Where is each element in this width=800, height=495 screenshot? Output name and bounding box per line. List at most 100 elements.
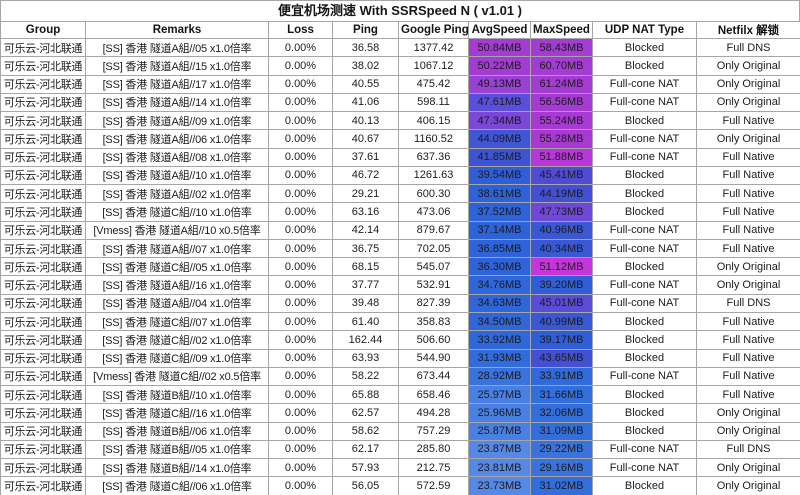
cell-group: 可乐云-河北联通 (0, 421, 86, 441)
cell-udp-nat-type: Full-cone NAT (592, 74, 697, 94)
cell-udp-nat-type: Full-cone NAT (592, 275, 697, 295)
cell-google-ping: 1261.63 (398, 165, 469, 186)
table-row: 可乐云-河北联通 [SS] 香港 隧道C組//10 x1.0倍率 0.00% 63.1… (0, 202, 800, 222)
cell-loss: 0.00% (268, 385, 333, 405)
cell-ping: 68.15 (332, 257, 399, 277)
cell-avg-speed: 34.63MB (468, 293, 531, 313)
cell-max-speed: 44.19MB (530, 184, 593, 204)
cell-google-ping: 879.67 (398, 220, 469, 240)
cell-group: 可乐云-河北联通 (0, 74, 86, 94)
cell-ping: 40.67 (332, 129, 399, 149)
cell-loss: 0.00% (268, 202, 333, 222)
cell-google-ping: 494.28 (398, 403, 469, 423)
cell-udp-nat-type: Full-cone NAT (592, 458, 697, 478)
cell-udp-nat-type: Blocked (592, 37, 697, 58)
cell-netflix-unlock: Full Native (696, 202, 800, 222)
cell-udp-nat-type: Full-cone NAT (592, 129, 697, 149)
cell-loss: 0.00% (268, 275, 333, 295)
cell-udp-nat-type: Full-cone NAT (592, 366, 697, 387)
cell-netflix-unlock: Only Original (696, 421, 800, 441)
cell-google-ping: 475.42 (398, 74, 469, 94)
cell-max-speed: 29.22MB (530, 439, 593, 460)
results-table: Group Remarks Loss Ping Google Ping AvgSpeed M… (0, 21, 800, 495)
cell-netflix-unlock: Full Native (696, 311, 800, 332)
cell-google-ping: 285.80 (398, 439, 469, 460)
cell-max-speed: 55.24MB (530, 111, 593, 131)
cell-ping: 38.02 (332, 56, 399, 76)
cell-avg-speed: 25.87MB (468, 421, 531, 441)
cell-remarks: [SS] 香港 隧道A組//15 x1.0倍率 (85, 56, 269, 76)
cell-udp-nat-type: Full-cone NAT (592, 238, 697, 259)
cell-remarks: [SS] 香港 隧道B組//06 x1.0倍率 (85, 421, 269, 441)
cell-max-speed: 31.66MB (530, 385, 593, 405)
cell-loss: 0.00% (268, 147, 333, 167)
cell-ping: 40.13 (332, 111, 399, 131)
table-row: 可乐云-河北联通 [SS] 香港 隧道A組//02 x1.0倍率 0.00% 29.2… (0, 184, 800, 204)
cell-loss: 0.00% (268, 56, 333, 76)
cell-remarks: [SS] 香港 隧道A組//14 x1.0倍率 (85, 92, 269, 113)
cell-group: 可乐云-河北联通 (0, 257, 86, 277)
cell-remarks: [SS] 香港 隧道A組//09 x1.0倍率 (85, 111, 269, 131)
cell-udp-nat-type: Full-cone NAT (592, 147, 697, 167)
table-row: 可乐云-河北联通 [SS] 香港 隧道A組//07 x1.0倍率 0.00% 36.7… (0, 238, 800, 259)
cell-ping: 65.88 (332, 385, 399, 405)
cell-udp-nat-type: Full-cone NAT (592, 439, 697, 460)
cell-udp-nat-type: Blocked (592, 330, 697, 350)
cell-avg-speed: 47.61MB (468, 92, 531, 113)
table-row: 可乐云-河北联通 [SS] 香港 隧道A組//06 x1.0倍率 0.00% 40.6… (0, 129, 800, 149)
cell-loss: 0.00% (268, 238, 333, 259)
cell-group: 可乐云-河北联通 (0, 92, 86, 113)
cell-netflix-unlock: Full Native (696, 220, 800, 240)
cell-netflix-unlock: Full Native (696, 385, 800, 405)
cell-udp-nat-type: Blocked (592, 257, 697, 277)
cell-max-speed: 40.99MB (530, 311, 593, 332)
cell-remarks: [SS] 香港 隧道A組//16 x1.0倍率 (85, 275, 269, 295)
cell-google-ping: 827.39 (398, 293, 469, 313)
cell-remarks: [SS] 香港 隧道A組//04 x1.0倍率 (85, 293, 269, 313)
cell-loss: 0.00% (268, 129, 333, 149)
table-row: 可乐云-河北联通 [SS] 香港 隧道A組//10 x1.0倍率 0.00% 46.7… (0, 165, 800, 186)
cell-remarks: [SS] 香港 隧道C組//16 x1.0倍率 (85, 403, 269, 423)
cell-netflix-unlock: Full Native (696, 165, 800, 186)
cell-google-ping: 406.15 (398, 111, 469, 131)
cell-udp-nat-type: Blocked (592, 421, 697, 441)
cell-netflix-unlock: Full Native (696, 111, 800, 131)
cell-loss: 0.00% (268, 184, 333, 204)
column-header-netflix-unlock: Netfilx 解锁 (696, 21, 800, 39)
cell-ping: 37.61 (332, 147, 399, 167)
cell-group: 可乐云-河北联通 (0, 202, 86, 222)
cell-max-speed: 58.43MB (530, 37, 593, 58)
cell-max-speed: 29.16MB (530, 458, 593, 478)
cell-ping: 58.22 (332, 366, 399, 387)
cell-group: 可乐云-河北联通 (0, 348, 86, 368)
cell-avg-speed: 36.30MB (468, 257, 531, 277)
table-header-row: Group Remarks Loss Ping Google Ping AvgSpeed M… (0, 21, 800, 39)
cell-google-ping: 544.90 (398, 348, 469, 368)
cell-netflix-unlock: Only Original (696, 458, 800, 478)
cell-ping: 46.72 (332, 165, 399, 186)
cell-ping: 36.75 (332, 238, 399, 259)
cell-avg-speed: 34.76MB (468, 275, 531, 295)
cell-avg-speed: 37.52MB (468, 202, 531, 222)
column-header-udp-nat-type: UDP NAT Type (592, 21, 697, 39)
cell-max-speed: 31.02MB (530, 476, 593, 495)
cell-ping: 57.93 (332, 458, 399, 478)
cell-ping: 162.44 (332, 330, 399, 350)
cell-avg-speed: 36.85MB (468, 238, 531, 259)
cell-loss: 0.00% (268, 293, 333, 313)
column-header-remarks: Remarks (85, 21, 269, 39)
cell-ping: 42.14 (332, 220, 399, 240)
cell-avg-speed: 34.50MB (468, 311, 531, 332)
cell-udp-nat-type: Blocked (592, 184, 697, 204)
cell-max-speed: 43.65MB (530, 348, 593, 368)
cell-remarks: [SS] 香港 隧道A組//02 x1.0倍率 (85, 184, 269, 204)
cell-max-speed: 51.12MB (530, 257, 593, 277)
cell-group: 可乐云-河北联通 (0, 476, 86, 495)
cell-google-ping: 212.75 (398, 458, 469, 478)
cell-remarks: [Vmess] 香港 隧道C組//02 x0.5倍率 (85, 366, 269, 387)
cell-max-speed: 56.56MB (530, 92, 593, 113)
cell-ping: 63.16 (332, 202, 399, 222)
table-row: 可乐云-河北联通 [SS] 香港 隧道B組//05 x1.0倍率 0.00% 62.1… (0, 439, 800, 460)
cell-remarks: [SS] 香港 隧道C組//02 x1.0倍率 (85, 330, 269, 350)
table-row: 可乐云-河北联通 [SS] 香港 隧道C組//05 x1.0倍率 0.00% 68.1… (0, 257, 800, 277)
